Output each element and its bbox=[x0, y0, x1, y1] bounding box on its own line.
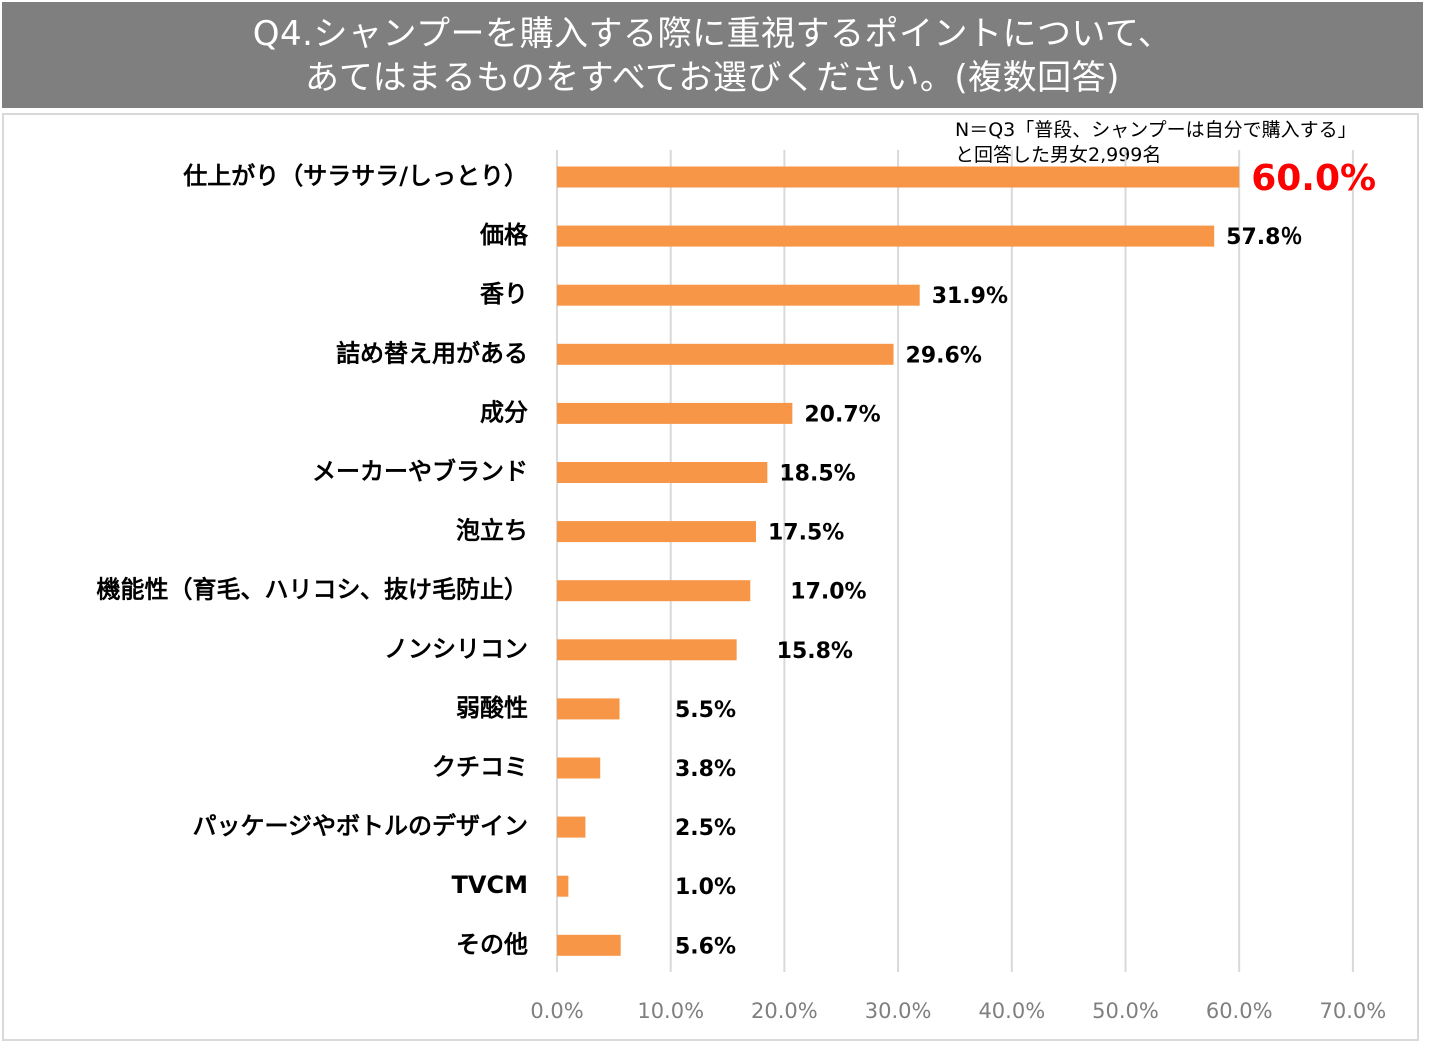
bar bbox=[557, 284, 920, 306]
chart-title-line-1: Q4.シャンプーを購入する際に重視するポイントについて、 bbox=[252, 14, 1173, 54]
category-label: クチコミ bbox=[432, 753, 528, 781]
category-label: パッケージやボトルのデザイン bbox=[192, 812, 528, 840]
bar bbox=[557, 225, 1215, 247]
sample-note-line-2: と回答した男女2,999名 bbox=[955, 144, 1162, 166]
value-label: 31.9% bbox=[932, 284, 1008, 309]
bar bbox=[557, 402, 793, 424]
value-label: 18.5% bbox=[779, 462, 855, 487]
x-tick-label: 30.0% bbox=[865, 999, 932, 1023]
category-label: 香り bbox=[480, 280, 528, 308]
category-label: TVCM bbox=[452, 871, 528, 899]
x-tick-label: 50.0% bbox=[1092, 999, 1159, 1023]
x-tick-label: 0.0% bbox=[530, 999, 583, 1023]
bar bbox=[557, 698, 620, 720]
category-label: その他 bbox=[456, 930, 528, 958]
value-label: 57.8％ bbox=[1226, 225, 1302, 250]
category-label: メーカーやブランド bbox=[312, 458, 528, 486]
category-label: 仕上がり（サラサラ/しっとり） bbox=[182, 162, 528, 190]
value-label: 17.0% bbox=[790, 580, 866, 605]
x-tick-label: 60.0% bbox=[1206, 999, 1273, 1023]
value-label: 17.5% bbox=[768, 521, 844, 546]
bar bbox=[557, 580, 751, 602]
chart-frame bbox=[2, 113, 1419, 1041]
category-label: 詰め替え用がある bbox=[336, 339, 528, 367]
x-tick-label: 70.0% bbox=[1320, 999, 1387, 1023]
bars bbox=[557, 166, 1240, 956]
value-label: 2.5% bbox=[675, 816, 736, 841]
value-labels: 60.0% 57.8％ 31.9% 29.6% 20.7% 18.5% 17.5% 17.0%… bbox=[675, 158, 1376, 959]
sample-note-line-1: N＝Q3「普段、シャンプーは自分で購入する」 bbox=[955, 119, 1357, 141]
bar bbox=[557, 875, 569, 897]
category-labels: 仕上がり（サラサラ/しっとり） 価格香り詰め替え用がある成分メーカーやブランド泡立… bbox=[96, 162, 529, 958]
value-label: 29.6% bbox=[906, 343, 982, 368]
value-label: 60.0% bbox=[1251, 158, 1376, 199]
bar bbox=[557, 166, 1240, 188]
x-tick-label: 20.0% bbox=[751, 999, 818, 1023]
bar bbox=[557, 816, 586, 838]
category-label: 価格 bbox=[479, 221, 529, 249]
category-label: 泡立ち bbox=[456, 517, 528, 545]
sample-note: N＝Q3「普段、シャンプーは自分で購入する」 と回答した男女2,999名 bbox=[955, 118, 1357, 168]
value-label: 15.8% bbox=[777, 639, 853, 664]
bar bbox=[557, 757, 601, 779]
value-label: 5.6% bbox=[675, 934, 736, 959]
x-tick-label: 10.0% bbox=[637, 999, 704, 1023]
bar bbox=[557, 934, 621, 956]
value-label: 1.0% bbox=[675, 875, 736, 900]
grid-lines bbox=[556, 150, 1354, 972]
x-axis-tick-labels: 0.0% 10.0% 20.0% 30.0% 40.0% 50.0% 60.0% 70.0% bbox=[530, 999, 1386, 1023]
chart-title-banner: Q4.シャンプーを購入する際に重視するポイントについて、 あてはまるものをすべて… bbox=[2, 2, 1423, 108]
chart-title-line-2: あてはまるものをすべてお選びください。(複数回答) bbox=[305, 58, 1120, 98]
bar bbox=[557, 343, 894, 365]
x-tick-label: 40.0% bbox=[978, 999, 1045, 1023]
value-label: 5.5% bbox=[675, 698, 736, 723]
value-label: 3.8% bbox=[675, 757, 736, 782]
bar bbox=[557, 462, 768, 483]
bar bbox=[557, 639, 737, 661]
value-label: 20.7% bbox=[804, 402, 880, 427]
category-label: 成分 bbox=[480, 398, 528, 426]
category-label: ノンシリコン bbox=[384, 635, 528, 663]
category-label: 弱酸性 bbox=[456, 694, 528, 722]
bar bbox=[557, 521, 756, 543]
category-label: 機能性（育毛、ハリコシ、抜け毛防止） bbox=[96, 576, 528, 604]
